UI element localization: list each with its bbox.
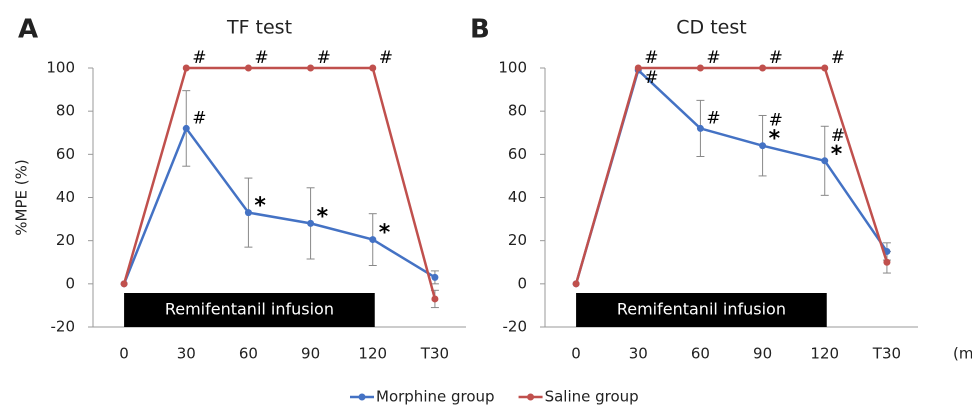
data-point — [431, 295, 439, 303]
significance-mark: * — [254, 194, 266, 219]
data-point — [821, 64, 829, 72]
legend-marker — [358, 393, 366, 401]
x-tick-label: 0 — [571, 345, 581, 363]
series-line — [574, 66, 889, 285]
x-tick-label: 120 — [358, 345, 387, 363]
significance-mark: * — [317, 204, 329, 229]
y-tick-label: 20 — [508, 231, 527, 249]
data-point — [634, 64, 642, 72]
infusion-label: Remifentanil infusion — [165, 300, 334, 319]
x-tick-label: 90 — [753, 345, 772, 363]
data-point — [696, 124, 704, 132]
infusion-bar — [124, 293, 375, 327]
data-point — [883, 258, 891, 266]
x-tick-label: T30 — [420, 345, 449, 363]
x-tick-label: 60 — [239, 345, 258, 363]
data-point — [120, 280, 128, 288]
data-point — [431, 273, 439, 281]
x-tick-label: 60 — [691, 345, 710, 363]
data-point — [307, 219, 315, 227]
y-tick-label: 60 — [56, 145, 75, 163]
y-tick-label: 60 — [508, 145, 527, 163]
y-tick-label: -20 — [503, 318, 528, 336]
significance-mark: * — [769, 127, 781, 152]
significance-mark: # — [769, 111, 783, 131]
significance-mark: # — [254, 48, 268, 68]
y-tick-label: 100 — [46, 59, 75, 77]
significance-mark: # — [769, 48, 783, 68]
significance-mark: # — [192, 108, 206, 128]
x-axis-label: (min) — [953, 345, 972, 363]
y-tick-label: 40 — [508, 188, 527, 206]
data-point — [821, 157, 829, 165]
series-line — [122, 125, 436, 285]
y-tick-label: 20 — [56, 231, 75, 249]
x-tick-label: 90 — [301, 345, 320, 363]
significance-mark: # — [379, 48, 393, 68]
significance-mark: # — [831, 48, 845, 68]
series-line — [122, 66, 437, 300]
significance-mark: # — [706, 48, 720, 68]
y-tick-label: 0 — [517, 274, 527, 292]
significance-mark: # — [644, 68, 658, 88]
chart-title: CD test — [676, 17, 746, 39]
significance-mark: * — [379, 221, 391, 246]
y-tick-label: 40 — [56, 188, 75, 206]
data-point — [759, 64, 767, 72]
y-tick-label: 80 — [508, 102, 527, 120]
panel-label: B — [470, 15, 490, 45]
data-point — [244, 209, 252, 217]
data-point — [244, 64, 252, 72]
y-axis-label: %MPE (%) — [13, 159, 31, 235]
data-point — [182, 64, 190, 72]
significance-mark: # — [831, 126, 845, 146]
data-point — [759, 142, 767, 150]
legend-marker — [527, 393, 535, 401]
series-line — [574, 67, 888, 285]
data-point — [696, 64, 704, 72]
data-point — [572, 280, 580, 288]
x-tick-label: 30 — [629, 345, 648, 363]
y-tick-label: 80 — [56, 102, 75, 120]
significance-mark: # — [644, 48, 658, 68]
y-tick-label: 0 — [65, 274, 75, 292]
infusion-bar — [576, 293, 827, 327]
chart-title: TF test — [226, 17, 292, 39]
significance-mark: # — [706, 108, 720, 128]
infusion-label: Remifentanil infusion — [617, 300, 786, 319]
x-tick-label: 0 — [119, 345, 129, 363]
x-tick-label: T30 — [872, 345, 901, 363]
x-tick-label: 120 — [810, 345, 839, 363]
data-point — [369, 64, 377, 72]
panel-label: A — [18, 15, 38, 45]
data-point — [369, 236, 377, 244]
legend-label: Morphine group — [376, 388, 495, 406]
y-tick-label: 100 — [498, 59, 527, 77]
data-point — [307, 64, 315, 72]
significance-mark: # — [317, 48, 331, 68]
y-tick-label: -20 — [51, 318, 76, 336]
significance-mark: * — [831, 142, 843, 167]
data-point — [182, 124, 190, 132]
legend-label: Saline group — [545, 388, 639, 406]
significance-mark: # — [192, 48, 206, 68]
x-tick-label: 30 — [177, 345, 196, 363]
